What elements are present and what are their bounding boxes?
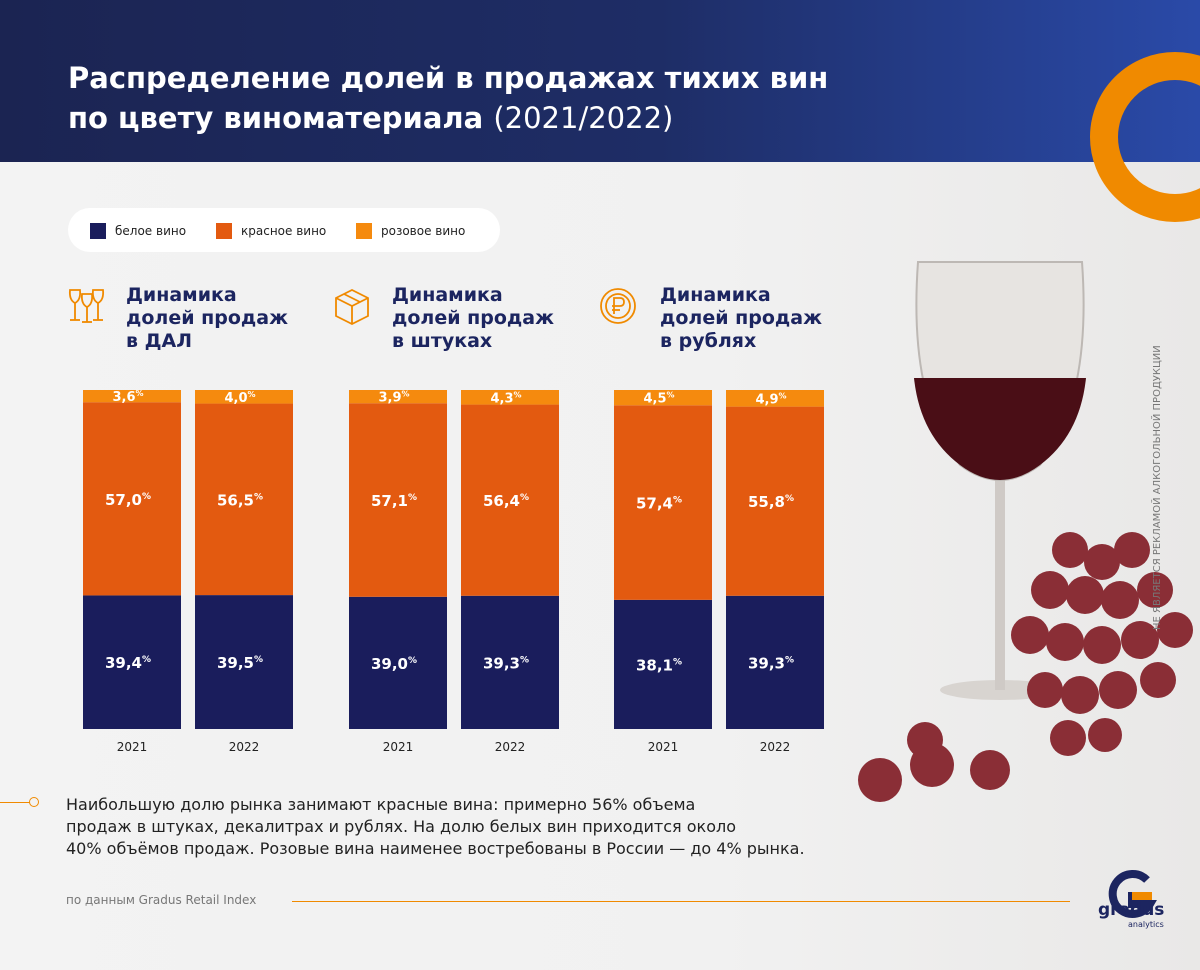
legend-swatch-rose — [356, 223, 372, 239]
group-title-line: Динамика — [392, 284, 503, 306]
wine-glasses-icon — [68, 289, 105, 323]
data-label-red: 57,0% — [105, 491, 151, 509]
group-title-line: в штуках — [392, 330, 493, 352]
bar-segment-red — [349, 403, 447, 597]
data-label-white: 39,3% — [483, 654, 529, 672]
legend-label-red: красное вино — [241, 224, 327, 238]
data-label-red: 57,4% — [636, 495, 682, 513]
data-label-white: 39,3% — [748, 654, 794, 672]
page-title: Распределение долей в продажах тихих вин… — [68, 58, 828, 138]
bar-segment-rose — [349, 390, 447, 404]
source-note: по данным Gradus Retail Index — [66, 893, 257, 907]
caption-line-1: Наибольшую долю рынка занимают красные в… — [66, 795, 696, 814]
caption-connector — [0, 802, 30, 803]
disclaimer-text: НЕ ЯВЛЯЕТСЯ РЕКЛАМОЙ АЛКОГОЛЬНОЙ ПРОДУКЦ… — [1152, 345, 1163, 630]
box-icon — [335, 288, 369, 326]
source-divider — [292, 901, 1070, 902]
bar-segment-rose — [461, 390, 559, 405]
wine-glass-grapes-illustration — [858, 261, 1193, 802]
group-title-dal: Динамика долей продаж в ДАЛ — [126, 284, 288, 353]
title-years: (2021/2022) — [493, 101, 674, 135]
header-banner — [0, 0, 1200, 162]
legend-item-red: красное вино — [216, 222, 326, 240]
caption-line-3: 40% объёмов продаж. Розовые вина наимене… — [66, 839, 805, 858]
group-title-units: Динамика долей продаж в штуках — [392, 284, 554, 353]
group-title-line: долей продаж — [660, 307, 822, 329]
bar-segment-white — [349, 596, 447, 729]
ruble-coin-icon — [600, 288, 636, 324]
bar-segment-rose — [195, 390, 293, 404]
group-title-line: долей продаж — [392, 307, 554, 329]
data-label-red: 56,5% — [217, 491, 263, 509]
bar-segment-rose — [726, 390, 824, 407]
year-tick-label: 2021 — [383, 740, 414, 754]
data-label-white: 38,1% — [636, 656, 682, 674]
bar-segment-white — [461, 595, 559, 729]
group-title-line: в рублях — [660, 330, 757, 352]
caption-dot — [29, 797, 39, 807]
glass-stem-icon — [995, 470, 1005, 690]
legend-label-rose: розовое вино — [381, 224, 466, 238]
year-tick-label: 2022 — [760, 740, 791, 754]
bar-segment-white — [83, 595, 181, 729]
data-label-red: 55,8% — [748, 493, 794, 511]
legend-swatch-red — [216, 223, 232, 239]
year-tick-label: 2021 — [117, 740, 148, 754]
legend-label-white: белое вино — [115, 224, 187, 238]
title-line-2: по цвету виноматериала — [68, 101, 484, 135]
group-title-rubles: Динамика долей продаж в рублях — [660, 284, 822, 353]
bar-segment-red — [83, 402, 181, 596]
bar-segment-red — [614, 405, 712, 600]
legend: белое вино красное вино розовое вино — [68, 208, 500, 252]
data-label-white: 39,0% — [371, 655, 417, 673]
bar-segment-red — [195, 403, 293, 596]
caption-text: Наибольшую долю рынка занимают красные в… — [66, 794, 916, 860]
year-tick-label: 2021 — [648, 740, 679, 754]
year-tick-label: 2022 — [495, 740, 526, 754]
data-label-white: 39,5% — [217, 654, 263, 672]
red-wine-icon — [914, 378, 1086, 480]
gradus-logo-icon — [1108, 870, 1157, 918]
year-tick-label: 2022 — [229, 740, 260, 754]
group-title-line: долей продаж — [126, 307, 288, 329]
legend-swatch-white — [90, 223, 106, 239]
caption-line-2: продаж в штуках, декалитрах и рублях. На… — [66, 817, 737, 836]
bar-segment-rose — [83, 390, 181, 403]
title-line-1: Распределение долей в продажах тихих вин — [68, 61, 829, 95]
group-title-line: Динамика — [660, 284, 771, 306]
logo-wordmark: gradus — [1098, 900, 1165, 920]
bar-segment-rose — [614, 390, 712, 406]
group-title-line: Динамика — [126, 284, 237, 306]
legend-item-white: белое вино — [90, 222, 186, 240]
bar-segment-white — [726, 595, 824, 729]
bar-segment-red — [461, 404, 559, 596]
data-label-white: 39,4% — [105, 654, 151, 672]
data-label-red: 57,1% — [371, 492, 417, 510]
grapes-icon — [858, 532, 1193, 802]
legend-item-rose: розовое вино — [356, 222, 465, 240]
logo-subtitle: analytics — [1128, 920, 1164, 929]
bar-segment-red — [726, 406, 824, 596]
group-title-line: в ДАЛ — [126, 330, 193, 352]
bar-segment-white — [614, 599, 712, 729]
bar-segment-white — [195, 595, 293, 729]
data-label-red: 56,4% — [483, 492, 529, 510]
